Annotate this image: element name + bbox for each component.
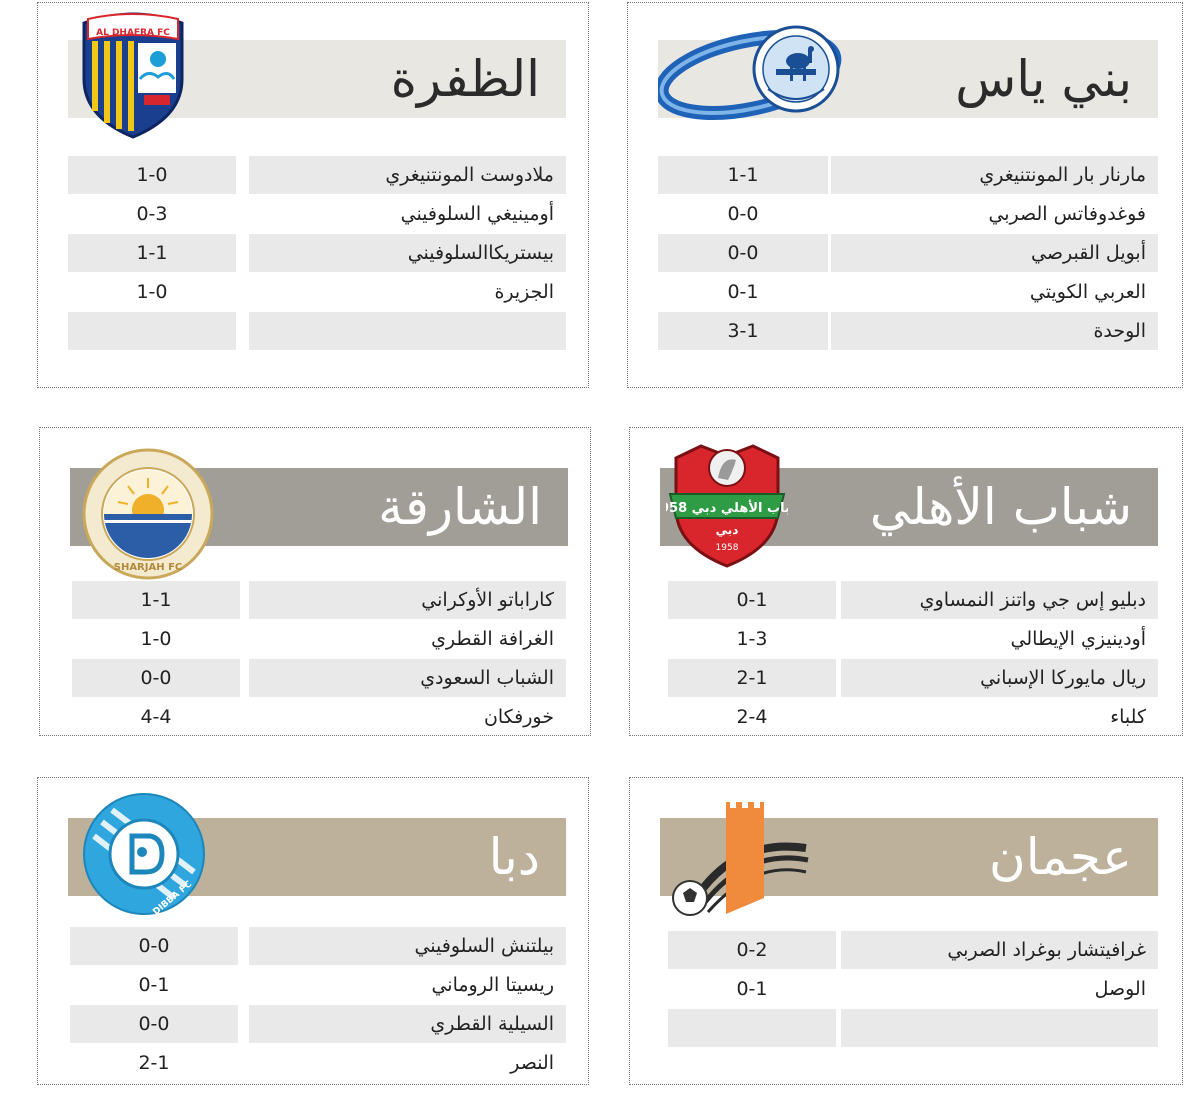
table-row: 1-1 [68, 234, 236, 272]
table-row: الشباب السعودي [249, 659, 566, 697]
table-row: مارنار بار المونتنيغري [831, 156, 1158, 194]
svg-text:AL DHAFRA FC: AL DHAFRA FC [96, 28, 170, 38]
table-row: 0-1 [138, 974, 170, 996]
shabab-al-ahli-logo-icon: شباب الأهلي دبي 1958 دبي 1958 [651, 438, 803, 570]
table-row: 2-4 [736, 706, 768, 728]
ajman-title: عجمان [989, 828, 1132, 886]
panel-ajman: عجمان 0-2 غرافيتشار بوغراد الصربي 0-1 ال… [629, 777, 1183, 1085]
table-row: 1-1 [72, 581, 240, 619]
table-row [841, 1009, 1158, 1047]
table-row: ريسيتا الروماني [431, 974, 554, 996]
table-row: 0-0 [727, 203, 759, 225]
table-row [249, 312, 566, 350]
table-row: 0-1 [736, 978, 768, 1000]
table-row: أودينيزي الإيطالي [1010, 628, 1146, 650]
table-row: فوغدوفاتس الصربي [988, 203, 1146, 225]
table-row: 0-1 [727, 281, 759, 303]
table-row [668, 1009, 836, 1047]
baniyas-logo-icon [654, 17, 858, 127]
table-row: 0-2 [668, 931, 836, 969]
panel-dibba: دبا DIBBA FC 0-0 بيلتنش السلوفيني 0-1 ري… [37, 777, 589, 1085]
dhafra-title: الظفرة [390, 50, 540, 108]
table-row: الغرافة القطري [431, 628, 554, 650]
table-row: كلباء [1110, 706, 1146, 728]
table-row: كاراباتو الأوكراني [249, 581, 566, 619]
table-row: الوحدة [831, 312, 1158, 350]
table-row: العربي الكويتي [1029, 281, 1146, 303]
table-row: 0-0 [72, 659, 240, 697]
panel-shabab-al-ahli: شباب الأهلي شباب الأهلي دبي 1958 دبي 195… [629, 427, 1183, 736]
panel-sharjah: الشارقة SHARJAH FC 1-1 كاراباتو الأوكران… [39, 427, 591, 736]
table-row: 1-1 [658, 156, 828, 194]
al-dhafra-logo-icon: AL DHAFRA FC [78, 9, 188, 141]
table-row: 0-1 [668, 581, 836, 619]
svg-text:1958: 1958 [716, 543, 739, 553]
baniyas-title: بني ياس [955, 50, 1132, 108]
dibba-title: دبا [488, 828, 540, 886]
table-row: 1-3 [736, 628, 768, 650]
table-row: أبويل القبرصي [831, 234, 1158, 272]
table-row: أومينيغي السلوفيني [400, 203, 554, 225]
table-row: ريال مايوركا الإسباني [841, 659, 1158, 697]
table-row: غرافيتشار بوغراد الصربي [841, 931, 1158, 969]
shabab-title: شباب الأهلي [869, 478, 1132, 536]
sharjah-logo-icon: SHARJAH FC [82, 448, 214, 580]
table-row: 1-0 [136, 281, 168, 303]
table-row: 1-0 [68, 156, 236, 194]
table-row: 1-0 [140, 628, 172, 650]
sharjah-title: الشارقة [378, 478, 542, 536]
table-row: خورفكان [483, 706, 554, 728]
table-row: 0-0 [658, 234, 828, 272]
table-row: 2-1 [138, 1052, 170, 1074]
table-row: دبليو إس جي واتنز النمساوي [841, 581, 1158, 619]
ajman-logo-icon [666, 798, 816, 918]
table-row: الجزيرة [494, 281, 554, 303]
table-row: 0-0 [70, 927, 238, 965]
table-row: بيلتنش السلوفيني [249, 927, 566, 965]
svg-text:دبي: دبي [716, 523, 739, 537]
table-row: النصر [510, 1052, 554, 1074]
svg-text:SHARJAH FC: SHARJAH FC [114, 562, 183, 573]
table-row: 0-3 [136, 203, 168, 225]
panel-dhafra: الظفرة AL DHAFRA FC 1-0 ملادوست المونتني… [37, 2, 589, 388]
table-row: بيستريكاالسلوفيني [249, 234, 566, 272]
table-row: ملادوست المونتنيغري [249, 156, 566, 194]
panel-baniyas: بني ياس 1-1 مارنار بار المونتنيغري 0-0 ف… [627, 2, 1183, 388]
table-row [68, 312, 236, 350]
table-row: 4-4 [140, 706, 172, 728]
dibba-logo-icon: DIBBA FC [82, 792, 206, 918]
table-row: 2-1 [668, 659, 836, 697]
table-row: 0-0 [70, 1005, 238, 1043]
svg-text:شباب الأهلي دبي 1958: شباب الأهلي دبي 1958 [666, 499, 788, 516]
table-row: السيلية القطري [249, 1005, 566, 1043]
table-row: الوصل [1094, 978, 1146, 1000]
table-row: 3-1 [658, 312, 828, 350]
